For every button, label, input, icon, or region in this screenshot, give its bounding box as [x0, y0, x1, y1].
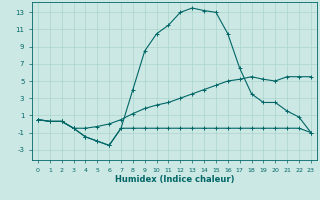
X-axis label: Humidex (Indice chaleur): Humidex (Indice chaleur) — [115, 175, 234, 184]
